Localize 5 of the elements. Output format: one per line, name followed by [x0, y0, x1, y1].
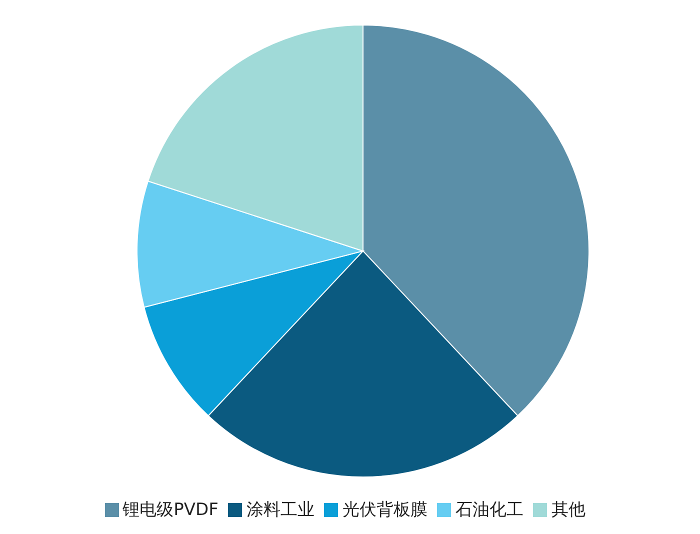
legend-label: 锂电级PVDF [122, 500, 218, 520]
legend-label: 光伏背板膜 [342, 500, 428, 520]
legend-label: 石油化工 [455, 500, 524, 520]
legend-label: 其他 [551, 500, 586, 520]
legend-label: 涂料工业 [246, 500, 314, 520]
